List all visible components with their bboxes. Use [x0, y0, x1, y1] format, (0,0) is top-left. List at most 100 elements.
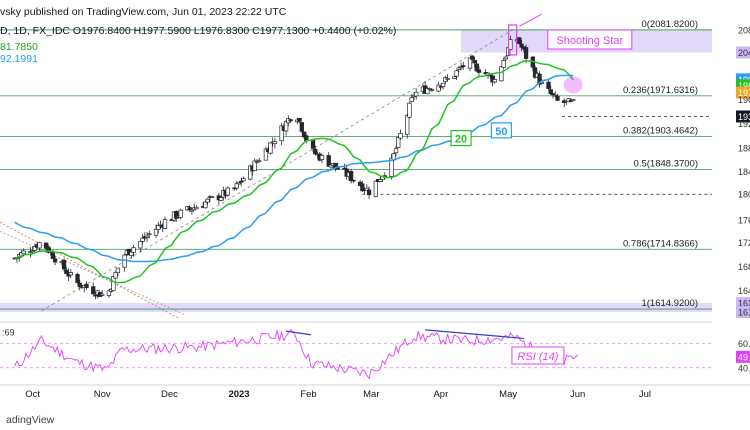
candle-body-89 — [288, 119, 293, 122]
candle-body-69 — [225, 187, 230, 196]
candle-body-101 — [328, 164, 334, 168]
time-label-3: 2023 — [228, 389, 249, 400]
candle-body-29 — [100, 293, 105, 296]
candle-body-16 — [61, 259, 67, 270]
candle-body-166 — [532, 67, 538, 78]
candle-body-137 — [440, 82, 446, 87]
candle-body-111 — [360, 183, 365, 192]
candle-body-99 — [319, 155, 325, 160]
candle-body-39 — [131, 247, 136, 253]
candle-body-109 — [351, 179, 356, 182]
candle-body-164 — [523, 47, 529, 59]
candle-body-73 — [239, 180, 244, 183]
shooting-star-label: Shooting Star — [556, 35, 623, 47]
candle-body-82 — [268, 142, 273, 154]
candle-body-134 — [429, 89, 435, 91]
fib-label-0: 0(2081.8200) — [641, 19, 698, 30]
downtrend-line-lower — [0, 230, 186, 316]
candle-body-32 — [111, 276, 116, 291]
price-candles — [12, 35, 576, 300]
candle-body-171 — [548, 89, 553, 95]
ma20-readout: 81.7850 — [0, 41, 38, 53]
candle-body-91 — [297, 118, 302, 122]
candle-body-64 — [209, 196, 215, 198]
candle-body-144 — [461, 65, 466, 67]
candle-body-62 — [205, 198, 210, 203]
candle-body-45 — [153, 228, 159, 236]
candle-body-93 — [301, 131, 307, 138]
candle-body-30 — [106, 290, 112, 297]
candle-body-170 — [546, 81, 551, 89]
candle-body-139 — [445, 78, 450, 80]
ma50-tag-box — [490, 122, 513, 139]
candle-body-127 — [409, 97, 414, 102]
candle-body-84 — [272, 141, 278, 145]
tradingview-brand: adingView — [6, 414, 55, 426]
candle-body-79 — [257, 160, 262, 163]
candle-body-146 — [470, 55, 475, 60]
ma50-line — [14, 74, 574, 263]
price-tag-bg-6 — [736, 110, 750, 123]
candle-body-126 — [407, 102, 412, 118]
candle-body-153 — [490, 75, 495, 83]
fib-label-3: 0.5(1848.3700) — [634, 158, 698, 169]
time-label-7: May — [499, 389, 517, 400]
candle-body-129 — [414, 91, 419, 97]
publish-info: vsky published on TradingView.com, Jun 0… — [0, 6, 287, 18]
downtrend-line-upper — [0, 221, 179, 319]
price-tag-bg-4 — [736, 86, 750, 99]
ma20-tag-box — [450, 130, 472, 147]
candle-body-38 — [129, 251, 134, 256]
time-axis: Oct Nov Dec 2023 Feb Mar Apr May Jun Jul — [0, 384, 750, 400]
candle-body-85 — [279, 125, 284, 142]
candle-body-77 — [252, 160, 257, 172]
candle-body-35 — [122, 254, 127, 268]
fib-label-4: 0.786(1714.8366) — [623, 238, 698, 249]
rsi-tag-bg-1 — [736, 350, 750, 363]
rsi-label: RSI (14) — [517, 351, 558, 363]
price-label-0: 2081 — [738, 25, 750, 35]
candle-body-174 — [555, 95, 560, 101]
candle-body-74 — [241, 178, 246, 182]
uptrend-line — [41, 28, 516, 312]
candle-body-143 — [458, 66, 464, 69]
price-label-8: 1884 — [738, 144, 750, 154]
candle-body-71 — [234, 183, 239, 189]
rsi-value-tag: :69 — [2, 327, 15, 337]
candle-body-11 — [46, 246, 51, 253]
candle-body-9 — [37, 242, 42, 249]
candle-body-46 — [156, 224, 161, 230]
ohlc-line: D, 1D, FX_IDC O1976.8400 H1977.5900 L197… — [0, 25, 397, 37]
candle-body-135 — [436, 84, 441, 92]
candle-body-117 — [378, 179, 383, 182]
candle-body-148 — [474, 63, 479, 72]
candle-body-25 — [91, 286, 96, 295]
candle-body-10 — [43, 242, 49, 249]
price-label-1: 2044 — [738, 48, 750, 58]
time-label-1: Nov — [94, 389, 111, 400]
candle-body-59 — [194, 206, 199, 210]
rsi-label-box — [511, 346, 565, 365]
price-label-16: 1610 — [738, 308, 750, 318]
candle-body-115 — [373, 180, 378, 197]
candle-body-92 — [299, 122, 304, 132]
candle-body-41 — [140, 237, 145, 242]
candle-body-179 — [571, 99, 576, 101]
rsi-panel: RSI (14) 60.0 49.40.0:69 — [0, 321, 750, 380]
candle-body-56 — [187, 207, 192, 210]
candle-body-157 — [503, 56, 509, 60]
candle-body-4 — [21, 250, 26, 255]
candle-body-54 — [178, 209, 183, 218]
candle-body-132 — [425, 88, 430, 95]
candle-body-13 — [50, 251, 56, 259]
ma-crossover-marker — [563, 76, 583, 94]
ma20-line — [14, 60, 574, 284]
candle-body-113 — [364, 187, 369, 191]
rsi-axis-label-0: 60.0 — [738, 339, 750, 349]
price-label-12: 1726 — [738, 238, 750, 248]
candle-body-133 — [427, 88, 432, 90]
candle-body-100 — [326, 155, 331, 167]
candle-body-125 — [405, 115, 410, 135]
time-label-0: Oct — [25, 389, 40, 400]
